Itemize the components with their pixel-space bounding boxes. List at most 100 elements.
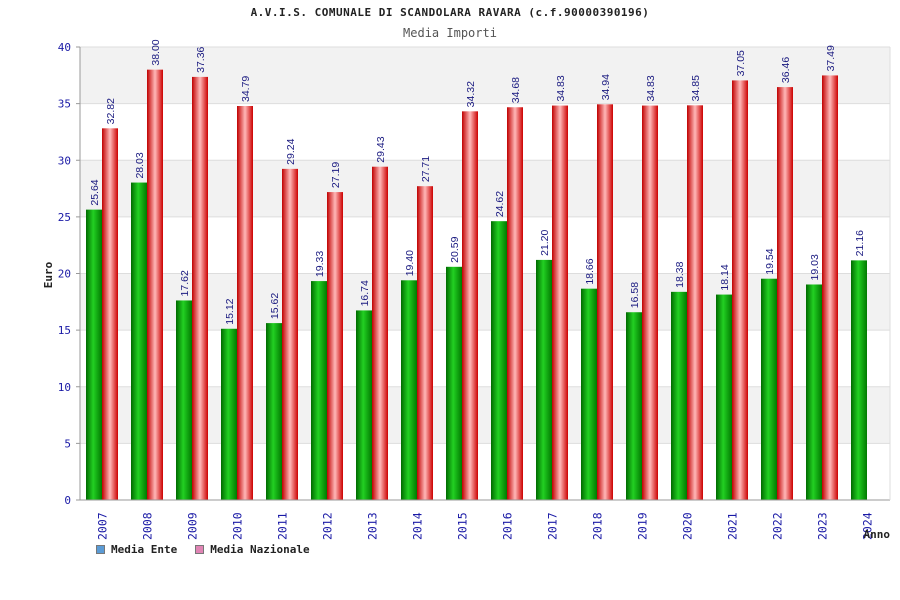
data-label-media-nazionale: 34.68 (510, 77, 522, 103)
data-label-media-ente: 17.62 (179, 270, 191, 296)
x-tick-label: 2016 (501, 512, 515, 540)
data-label-media-ente: 21.20 (539, 229, 551, 255)
x-tick-label: 2014 (411, 512, 425, 540)
bar-media-ente (356, 310, 372, 500)
x-tick-label: 2012 (321, 512, 335, 540)
data-label-media-nazionale: 27.71 (420, 156, 432, 182)
y-tick-label: 0 (64, 494, 71, 507)
x-tick-label: 2008 (141, 512, 155, 540)
bar-media-ente (581, 288, 597, 500)
bar-media-nazionale (822, 75, 838, 500)
x-tick-label: 2007 (96, 512, 110, 540)
x-tick-label: 2023 (816, 512, 830, 540)
x-tick-label: 2011 (276, 512, 290, 540)
data-label-media-ente: 18.38 (674, 261, 686, 287)
bar-media-ente (716, 294, 732, 500)
y-tick-label: 35 (58, 98, 71, 111)
y-tick-label: 25 (58, 211, 71, 224)
x-tick-label: 2019 (636, 512, 650, 540)
bar-media-nazionale (327, 192, 343, 501)
bar-media-nazionale (732, 80, 748, 500)
bar-media-ente (311, 281, 327, 500)
data-label-media-ente: 25.64 (89, 179, 101, 205)
data-label-media-ente: 21.16 (854, 230, 866, 256)
x-tick-label: 2020 (681, 512, 695, 540)
bar-media-ente (491, 221, 507, 500)
x-tick-label: 2024 (861, 512, 875, 540)
grid-band (80, 386, 890, 444)
data-label-media-nazionale: 34.79 (240, 76, 252, 102)
legend-swatch-media-ente (96, 545, 105, 554)
bar-media-ente (446, 266, 462, 500)
data-label-media-ente: 16.58 (629, 282, 641, 308)
y-tick-label: 10 (58, 381, 71, 394)
x-tick-label: 2017 (546, 512, 560, 540)
data-label-media-nazionale: 38.00 (150, 39, 162, 65)
data-label-media-ente: 15.12 (224, 298, 236, 324)
bar-media-ente (86, 209, 102, 500)
data-label-media-ente: 19.40 (404, 250, 416, 276)
data-label-media-ente: 28.03 (134, 152, 146, 178)
x-tick-label: 2009 (186, 512, 200, 540)
data-label-media-nazionale: 34.94 (600, 74, 612, 100)
x-tick-label: 2021 (726, 512, 740, 540)
data-label-media-nazionale: 37.36 (195, 46, 207, 72)
bar-media-ente (401, 280, 417, 500)
chart-subtitle: Media Importi (403, 26, 497, 40)
y-tick-label: 40 (58, 41, 71, 54)
bar-media-nazionale (642, 105, 658, 501)
bar-media-ente (266, 323, 282, 500)
bar-media-nazionale (462, 111, 478, 501)
bar-media-ente (221, 328, 237, 500)
data-label-media-nazionale: 27.19 (330, 162, 342, 188)
y-tick-label: 5 (64, 437, 71, 450)
data-label-media-ente: 19.03 (809, 254, 821, 280)
bar-media-nazionale (417, 186, 433, 500)
grid-band (80, 47, 890, 104)
legend: Media Ente Media Nazionale (96, 543, 310, 556)
legend-item-media-ente: Media Ente (96, 543, 177, 556)
x-tick-label: 2022 (771, 512, 785, 540)
data-label-media-nazionale: 34.83 (555, 75, 567, 101)
bar-media-ente (806, 284, 822, 500)
bar-media-ente (536, 259, 552, 500)
data-label-media-nazionale: 34.32 (465, 81, 477, 107)
data-label-media-nazionale: 34.85 (690, 75, 702, 101)
bar-media-nazionale (237, 106, 253, 501)
y-tick-label: 30 (58, 154, 71, 167)
data-label-media-nazionale: 29.24 (285, 138, 297, 164)
bar-media-ente (671, 291, 687, 500)
x-tick-label: 2010 (231, 512, 245, 540)
legend-swatch-media-nazionale (195, 545, 205, 554)
bar-media-ente (131, 182, 147, 501)
legend-label-media-ente: Media Ente (111, 543, 178, 556)
bar-media-nazionale (372, 166, 388, 500)
bar-media-nazionale (507, 107, 523, 501)
y-axis-label: Euro (42, 261, 55, 288)
bar-media-nazionale (552, 105, 568, 501)
bar-media-nazionale (192, 76, 208, 500)
y-tick-label: 15 (58, 324, 71, 337)
legend-label-media-nazionale: Media Nazionale (210, 543, 310, 556)
y-tick-label: 20 (58, 268, 71, 281)
bar-media-nazionale (282, 168, 298, 500)
data-label-media-nazionale: 37.49 (825, 45, 837, 71)
data-label-media-ente: 24.62 (494, 191, 506, 217)
grid-band (80, 160, 890, 217)
data-label-media-ente: 18.14 (719, 264, 731, 290)
bar-media-ente (176, 300, 192, 500)
bar-media-nazionale (102, 128, 118, 500)
data-label-media-nazionale: 29.43 (375, 136, 387, 162)
bar-media-ente (761, 278, 777, 500)
data-label-media-nazionale: 36.46 (780, 57, 792, 83)
bar-media-nazionale (147, 69, 163, 501)
data-label-media-ente: 16.74 (359, 280, 371, 306)
data-label-media-ente: 15.62 (269, 293, 281, 319)
legend-item-media-nazionale: Media Nazionale (195, 543, 310, 556)
data-label-media-nazionale: 37.05 (735, 50, 747, 76)
x-axis-label: Anno (864, 528, 891, 541)
data-label-media-ente: 19.54 (764, 248, 776, 274)
bar-media-ente (851, 260, 867, 500)
data-label-media-nazionale: 32.82 (105, 98, 117, 124)
